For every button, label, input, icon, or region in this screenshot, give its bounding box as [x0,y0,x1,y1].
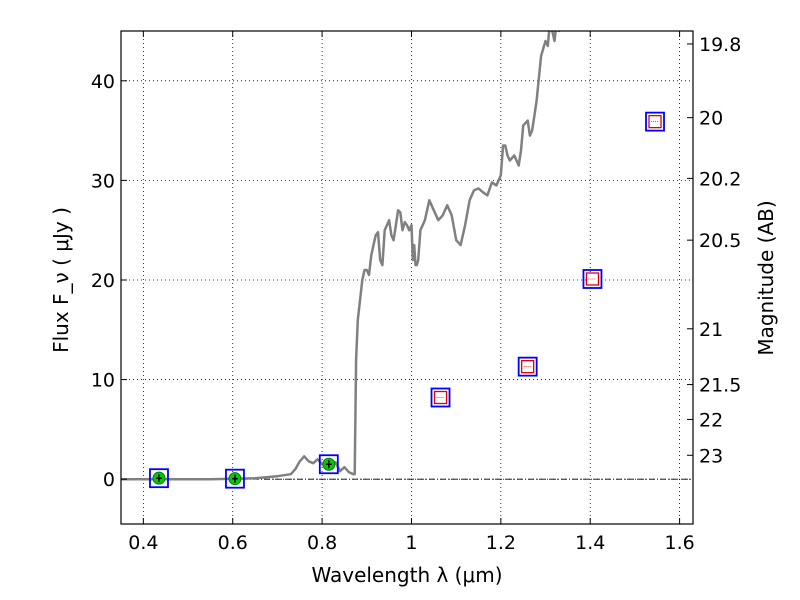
data-layer [121,31,693,489]
x-axis-label: Wavelength λ (μm) [311,563,502,587]
photometry-box-1.26um [517,356,538,377]
x-tick-label: 1 [405,532,417,554]
x-tick-label: 0.8 [307,532,337,554]
photometry-box-0.44um [149,468,169,489]
mag-tick-label: 21 [699,319,723,341]
photometry-box-1.41um [582,269,603,289]
plot-frame [120,30,694,525]
y-axis-label: Flux F_ν ( μJy ) [49,207,73,353]
x-tick-label: 0.6 [218,532,248,554]
photometry-box-1.54um [645,111,665,132]
photometry-box-1.06um [430,387,451,408]
mag-tick-label: 20.2 [699,168,741,190]
y-tick-label: 40 [91,71,115,93]
x-tick-label: 1.4 [575,532,605,554]
mag-tick-label: 22 [699,409,723,431]
photometry-box-0.60um [225,468,245,489]
y-tick-label: 0 [103,469,115,491]
x-tick-label: 1.6 [664,532,694,554]
mag-tick-label: 20 [699,108,723,130]
y-tick-label: 30 [91,170,115,192]
mag-tick-label: 21.5 [699,375,741,397]
ticks: 0.4 0.6 0.8 1 1.2 1.4 1.6 0 10 20 30 40 19.8 20 20.2 20… [91,31,741,554]
mag-tick-label: 23 [699,445,723,467]
plot-background [121,31,693,524]
y-tick-label: 20 [91,270,115,292]
mag-tick-label: 20.5 [699,230,741,252]
photometry-box-0.81um [318,454,339,475]
y-tick-label: 10 [91,370,115,392]
x-tick-label: 1.2 [486,532,516,554]
mag-tick-label: 19.8 [699,34,741,56]
right-axis-label: Magnitude (AB) [754,200,778,355]
x-tick-label: 0.4 [128,532,158,554]
